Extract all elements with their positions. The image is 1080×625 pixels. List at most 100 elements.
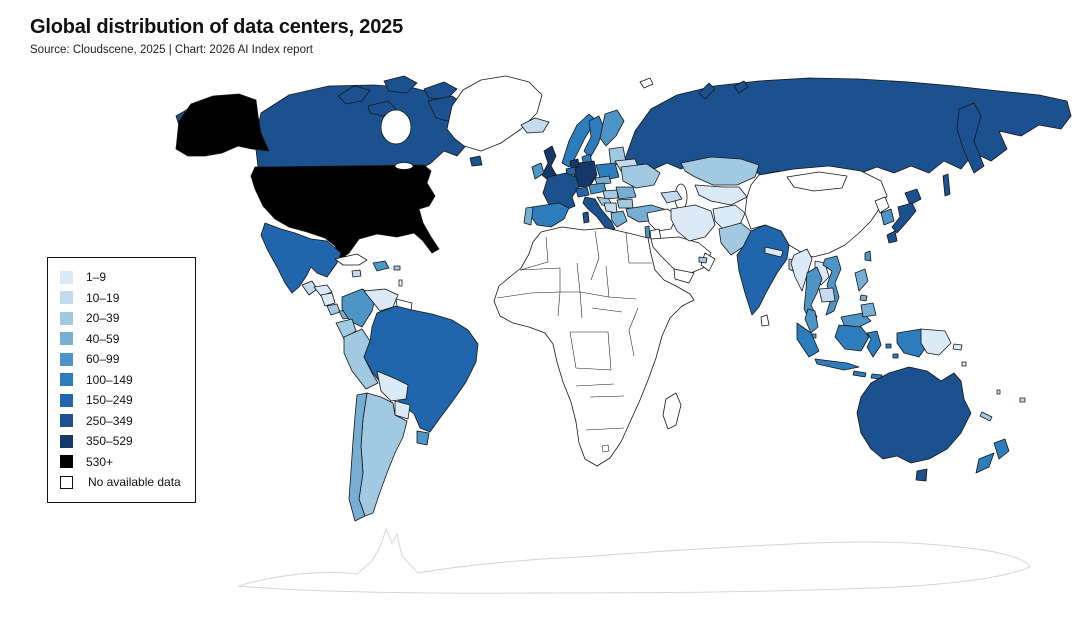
country-colombia <box>341 288 377 328</box>
legend-row: 20–39 <box>60 308 181 329</box>
country-philippines-mindanao <box>860 302 877 318</box>
legend-row: 150–249 <box>60 390 181 411</box>
country-bulgaria <box>616 198 634 209</box>
country-greece <box>610 210 628 228</box>
legend-row: 530+ <box>60 452 181 473</box>
country-switzerland <box>575 186 590 198</box>
country-canada-island-2 <box>383 75 418 94</box>
legend-label: 350–529 <box>86 434 133 449</box>
country-china <box>744 165 888 258</box>
legend-label: 10–19 <box>86 290 120 305</box>
legend-swatch <box>60 311 73 325</box>
country-sri-lanka <box>760 314 770 327</box>
country-puerto-rico <box>393 265 401 271</box>
country-finland <box>599 109 625 147</box>
legend-label: 1–9 <box>86 270 107 285</box>
country-sweden <box>583 115 605 159</box>
africa-borders-2 <box>519 267 561 292</box>
country-cambodia <box>818 287 836 303</box>
country-nicaragua <box>320 292 336 307</box>
country-canada-island-1 <box>337 85 371 105</box>
legend-label: 60–99 <box>86 352 120 367</box>
country-indonesia-maluku-1 <box>885 343 892 349</box>
country-usa-alaska <box>175 93 270 157</box>
africa-borders-4 <box>625 232 652 264</box>
africa-borders-11 <box>569 331 612 371</box>
country-russia-novaya-zemlya <box>698 82 716 100</box>
country-hispaniola <box>372 260 390 272</box>
africa-borders-9 <box>579 291 583 319</box>
country-honduras <box>313 284 333 297</box>
africa-borders-14 <box>589 395 625 398</box>
country-france <box>542 172 580 212</box>
country-vietnam <box>822 255 842 316</box>
country-kazakhstan <box>680 156 760 186</box>
hudson-bay <box>380 109 412 145</box>
country-jordan <box>649 228 662 240</box>
country-syria-iraq <box>646 208 678 232</box>
country-vanuatu <box>996 389 1001 395</box>
antarctica-outline <box>237 527 1031 594</box>
country-russia-arctic-isle <box>733 80 749 94</box>
africa-borders-6 <box>605 265 610 298</box>
country-cuba <box>334 253 368 266</box>
country-brazil <box>363 305 479 433</box>
country-canada-newfoundland <box>469 155 483 167</box>
legend-label: 40–59 <box>86 331 120 346</box>
country-svalbard <box>639 77 654 89</box>
country-spain <box>529 202 570 228</box>
country-north-korea <box>874 196 890 214</box>
africa-borders-12 <box>628 307 639 357</box>
legend-row: 250–349 <box>60 411 181 432</box>
country-jamaica <box>351 269 362 278</box>
legend-label: No available data <box>88 475 181 490</box>
legend-swatch <box>60 352 73 366</box>
country-indonesia-sulawesi <box>866 330 882 358</box>
africa-borders-7 <box>496 291 637 300</box>
country-japan-hokkaido <box>904 188 922 206</box>
country-yemen <box>673 268 695 284</box>
country-iran <box>670 204 716 242</box>
legend-row: 100–149 <box>60 370 181 391</box>
country-hungary <box>602 189 619 200</box>
country-papua-new-guinea <box>920 328 952 356</box>
legend-swatch <box>60 455 73 469</box>
country-australia <box>856 366 972 464</box>
country-portugal <box>523 206 534 226</box>
africa-borders-13 <box>575 383 615 387</box>
country-philippines-luzon <box>854 268 869 292</box>
legend-row: 350–529 <box>60 431 181 452</box>
legend-swatch <box>60 475 73 489</box>
africa-borders-lesotho <box>601 444 610 453</box>
country-nepal <box>764 246 784 258</box>
country-usa <box>250 164 440 260</box>
country-indonesia-java <box>814 358 860 371</box>
legend-swatch <box>60 332 73 346</box>
country-czechia <box>594 175 612 186</box>
legend-swatch <box>60 373 73 387</box>
country-peru <box>343 328 379 390</box>
legend-label: 20–39 <box>86 311 120 326</box>
legend-swatch <box>60 270 73 284</box>
country-romania <box>615 186 637 200</box>
country-bolivia <box>376 370 409 402</box>
legend-label: 100–149 <box>86 372 133 387</box>
chart-source-line: Source: Cloudscene, 2025 | Chart: 2026 A… <box>30 44 313 56</box>
country-india <box>736 224 790 316</box>
legend-row: 1–9 <box>60 267 181 288</box>
legend-row: No available data <box>60 472 181 493</box>
chart-header: Global distribution of data centers, 202… <box>30 16 403 56</box>
country-indonesia-sumatra <box>796 322 820 358</box>
country-paraguay <box>394 400 411 420</box>
country-greenland <box>446 75 543 152</box>
country-philippines-visayas <box>859 294 868 302</box>
country-south-korea <box>880 208 895 226</box>
country-ukraine <box>620 163 661 189</box>
africa-borders-15 <box>585 427 625 431</box>
legend: 1–9 10–19 20–39 40–59 60–99 100–149 150–249 250… <box>47 257 196 503</box>
africa-borders-5 <box>576 262 581 293</box>
africa-borders-1 <box>519 236 549 271</box>
